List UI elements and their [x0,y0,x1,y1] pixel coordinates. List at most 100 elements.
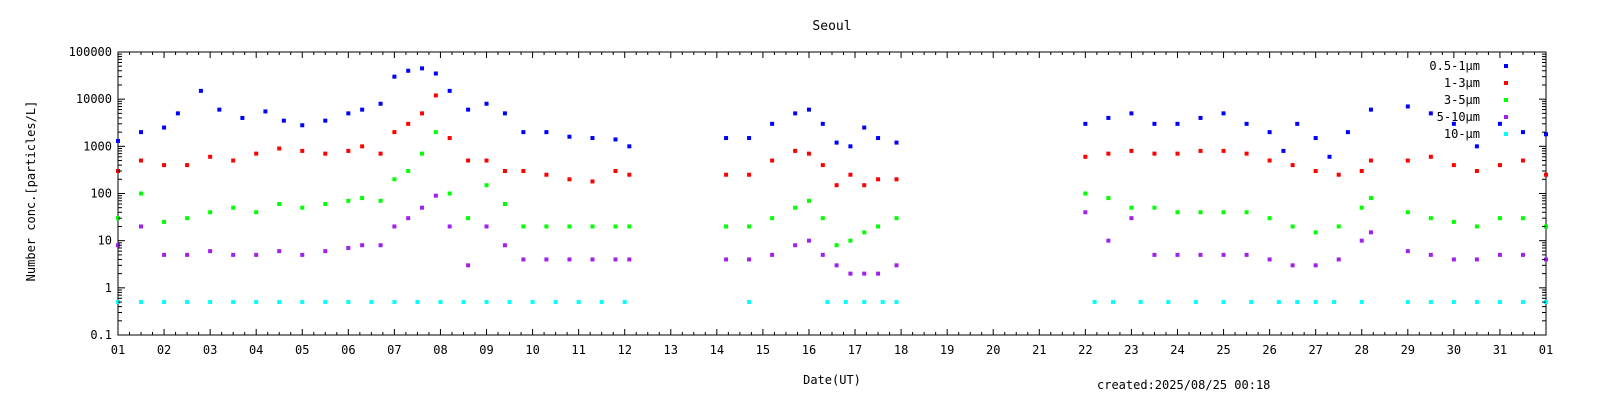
y-tick-label: 1 [105,281,112,295]
data-point [1520,158,1525,163]
data-point [1198,210,1203,215]
data-point [1198,115,1203,120]
data-point [1451,300,1456,305]
data-point [185,252,190,257]
data-point [1313,300,1318,305]
x-tick-label: 19 [940,343,954,357]
data-point [1497,121,1502,126]
x-tick-label: 06 [341,343,355,357]
data-point [806,107,811,112]
data-point [433,130,438,135]
data-point [415,300,420,305]
data-point [323,249,328,254]
data-point [567,177,572,182]
x-tick-label: 31 [1493,343,1507,357]
data-point [1267,158,1272,163]
data-point [360,107,365,112]
data-point [862,183,867,188]
data-point [862,271,867,276]
y-tick-label: 100000 [69,45,112,59]
data-point [1428,154,1433,159]
data-point [848,238,853,243]
data-point [627,172,632,177]
data-point [1451,121,1456,126]
data-point [406,168,411,173]
data-point [466,107,471,112]
x-tick-label: 20 [986,343,1000,357]
x-axis: 01 02 03 04 05 06 07 08 09 10 11 12 13 14 15 16 17 18 19 20… [111,52,1553,357]
data-point [1221,300,1226,305]
data-point [447,136,452,141]
x-tick-label: 18 [894,343,908,357]
data-point [553,300,558,305]
data-point [323,151,328,156]
data-point [1336,172,1341,177]
data-point [1405,249,1410,254]
data-point [254,300,259,305]
data-point [793,111,798,116]
data-point [1138,300,1143,305]
data-point [848,144,853,149]
data-point [277,300,282,305]
data-point [1313,136,1318,141]
data-point [1520,130,1525,135]
data-point [438,300,443,305]
data-point [544,130,549,135]
data-point [1290,163,1295,168]
data-point [1336,257,1341,262]
data-point [862,230,867,235]
data-point [820,216,825,221]
data-point [1129,216,1134,221]
data-point [392,224,397,229]
data-point [862,300,867,305]
data-point [876,271,881,276]
data-point [254,210,259,215]
data-point [378,151,383,156]
data-point [1405,300,1410,305]
data-point [1267,130,1272,135]
data-point [1152,252,1157,257]
data-point [433,93,438,98]
data-point [1175,121,1180,126]
x-tick-label: 25 [1216,343,1230,357]
x-tick-label: 21 [1032,343,1046,357]
data-point [420,151,425,156]
x-tick-label: 07 [387,343,401,357]
data-point [1428,111,1433,116]
data-point [521,224,526,229]
x-tick-label: 13 [664,343,678,357]
data-point [806,198,811,203]
data-point [567,257,572,262]
data-point [1221,252,1226,257]
data-point [894,216,899,221]
data-point [521,130,526,135]
x-tick-label: 22 [1078,343,1092,357]
data-point [502,111,507,116]
data-point [139,224,144,229]
data-point [484,101,489,106]
y-tick-label: 10000 [76,92,112,106]
series-3 [116,193,1548,276]
data-point [466,158,471,163]
data-point [323,118,328,123]
data-point [876,136,881,141]
data-point [185,163,190,168]
data-point [1290,263,1295,268]
data-point [724,224,729,229]
data-point [300,148,305,153]
data-point [1405,104,1410,109]
data-point [231,300,236,305]
data-point [466,216,471,221]
data-point [1313,168,1318,173]
data-point [1544,172,1548,177]
data-point [185,300,190,305]
data-point [613,224,618,229]
data-point [1221,210,1226,215]
data-point [1359,238,1364,243]
data-point [1428,300,1433,305]
data-point [139,158,144,163]
data-point [1106,115,1111,120]
x-tick-label: 24 [1170,343,1184,357]
data-point [1428,252,1433,257]
data-point [820,163,825,168]
